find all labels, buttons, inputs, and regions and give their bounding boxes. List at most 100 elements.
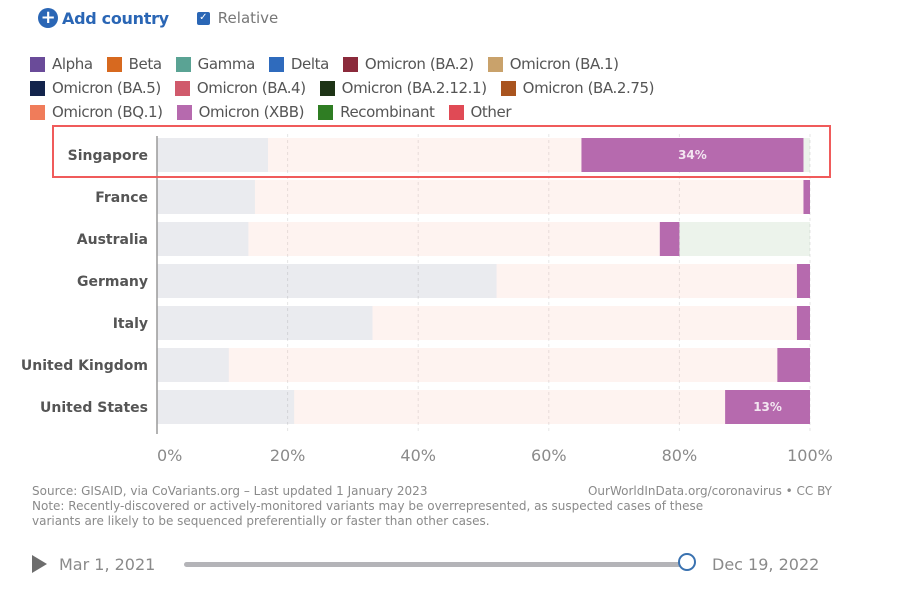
bar-segment-omicron-bq-1[interactable]: [254, 180, 804, 214]
bar-segment-omicron-xbb[interactable]: [725, 390, 810, 424]
bar-segment-omicron-xbb[interactable]: [796, 306, 810, 340]
bar-segment-omicron-bq-1[interactable]: [268, 138, 582, 172]
y-category-label: Singapore: [68, 148, 148, 164]
legend-label: Omicron (BA.1): [509, 55, 619, 73]
legend-swatch: [174, 80, 190, 96]
legend-label: Recombinant: [340, 103, 435, 121]
source-text: Source: GISAID, via CoVariants.org – Las…: [32, 484, 428, 498]
chart-legend: Alpha Beta Gamma Delta Omicron (BA.2) Omicron…: [30, 52, 750, 124]
relative-label: Relative: [217, 9, 279, 27]
play-icon[interactable]: [32, 555, 47, 573]
bar-segment-omicron-xbb[interactable]: [659, 222, 680, 256]
legend-swatch: [175, 56, 191, 72]
legend-item[interactable]: Omicron (BA.2.75): [500, 79, 655, 97]
timeline-track[interactable]: [184, 562, 689, 567]
legend-item[interactable]: Omicron (BA.2): [342, 55, 474, 73]
chart-footer: Source: GISAID, via CoVariants.org – Las…: [32, 484, 832, 529]
bar-segment-omicron-bq-1[interactable]: [294, 390, 726, 424]
legend-swatch: [30, 56, 45, 72]
legend-item[interactable]: Recombinant: [318, 103, 435, 121]
legend-item[interactable]: Alpha: [30, 55, 93, 73]
add-country-label: Add country: [62, 8, 169, 28]
legend-swatch: [268, 56, 284, 72]
legend-item[interactable]: Omicron (BA.2.12.1): [319, 79, 487, 97]
legend-swatch: [106, 56, 122, 72]
bar-segment-omicron-xbb[interactable]: [777, 348, 810, 382]
legend-swatch: [30, 80, 45, 96]
legend-item[interactable]: Beta: [106, 55, 162, 73]
y-category-label: Italy: [113, 316, 148, 332]
legend-label: Omicron (BA.2.12.1): [341, 79, 487, 97]
bar-segment-omicron-xbb[interactable]: [581, 138, 804, 172]
x-tick-label: 60%: [531, 446, 567, 465]
legend-item[interactable]: Omicron (BA.4): [174, 79, 306, 97]
bar-segment-omicron-ba-5[interactable]: [157, 390, 295, 424]
legend-row: Omicron (BA.5) Omicron (BA.4) Omicron (BA.…: [30, 76, 750, 100]
y-category-label: United Kingdom: [21, 358, 148, 374]
legend-label: Omicron (XBB): [198, 103, 305, 121]
y-category-label: United States: [40, 400, 148, 416]
bar-segment-omicron-xbb[interactable]: [803, 180, 810, 214]
bar-segment-omicron-ba-5[interactable]: [157, 222, 249, 256]
checkbox-checked-icon[interactable]: ✓: [196, 11, 210, 25]
x-tick-label: 40%: [400, 446, 436, 465]
bar-segment-omicron-bq-1[interactable]: [228, 348, 778, 382]
legend-label: Beta: [128, 55, 162, 73]
timeline-start-date: Mar 1, 2021: [59, 554, 156, 574]
bar-segment-recombinant[interactable]: [803, 138, 810, 172]
bar-segment-omicron-ba-5[interactable]: [157, 180, 255, 214]
y-category-label: France: [95, 190, 148, 206]
x-tick-label: 80%: [662, 446, 698, 465]
legend-item[interactable]: Gamma: [175, 55, 256, 73]
bar-data-label: 13%: [753, 400, 782, 414]
legend-item[interactable]: Omicron (XBB): [176, 103, 305, 121]
bar-segment-omicron-bq-1[interactable]: [496, 264, 797, 298]
stacked-bar-chart: 0% 20% 40% 60% 80% 100% Singapore France Austral…: [21, 134, 833, 465]
legend-item[interactable]: Delta: [268, 55, 329, 73]
bar-segment-omicron-ba-5[interactable]: [157, 264, 497, 298]
legend-label: Omicron (BA.5): [52, 79, 161, 97]
bar-segment-omicron-bq-1[interactable]: [372, 306, 797, 340]
legend-swatch: [500, 80, 516, 96]
legend-label: Alpha: [52, 55, 93, 73]
add-country-button[interactable]: + Add country: [38, 8, 169, 28]
note-line-2: variants are likely to be sequenced pref…: [32, 514, 490, 528]
legend-item[interactable]: Omicron (BA.1): [487, 55, 619, 73]
legend-item[interactable]: Other: [448, 103, 512, 121]
timeline-handle[interactable]: [678, 553, 696, 571]
bar-segment-omicron-ba-5[interactable]: [157, 138, 269, 172]
legend-swatch: [318, 104, 334, 120]
chart-controls: + Add country ✓ Relative: [38, 6, 278, 30]
relative-toggle[interactable]: ✓ Relative: [196, 9, 279, 27]
legend-item[interactable]: Omicron (BQ.1): [30, 103, 163, 121]
legend-swatch: [176, 104, 192, 120]
y-category-label: Australia: [77, 232, 148, 248]
bar-segment-recombinant[interactable]: [679, 222, 810, 256]
legend-label: Omicron (BQ.1): [52, 103, 163, 121]
bar-segment-omicron-ba-5[interactable]: [157, 306, 373, 340]
bar-segment-omicron-bq-1[interactable]: [248, 222, 660, 256]
legend-label: Omicron (BA.2): [364, 55, 474, 73]
legend-row: Alpha Beta Gamma Delta Omicron (BA.2) Omicron…: [30, 52, 750, 76]
legend-swatch: [342, 56, 358, 72]
legend-swatch: [487, 56, 503, 72]
legend-row: Omicron (BQ.1) Omicron (XBB) Recombinant Ot…: [30, 100, 750, 124]
bar-segment-omicron-xbb[interactable]: [796, 264, 810, 298]
legend-label: Gamma: [197, 55, 256, 73]
plus-circle-icon: +: [38, 8, 58, 28]
legend-label: Other: [470, 103, 512, 121]
bar-segment-omicron-ba-5[interactable]: [157, 348, 229, 382]
bar-data-label: 34%: [678, 148, 707, 162]
timeline-end-date: Dec 19, 2022: [712, 554, 820, 574]
legend-label: Omicron (BA.4): [196, 79, 306, 97]
timeline-slider: Mar 1, 2021 Dec 19, 2022: [32, 550, 832, 578]
y-category-label: Germany: [77, 274, 148, 290]
x-tick-label: 100%: [787, 446, 833, 465]
legend-swatch: [448, 104, 464, 120]
note-line-1: Note: Recently-discovered or actively-mo…: [32, 499, 704, 513]
legend-label: Delta: [290, 55, 329, 73]
attribution-link[interactable]: OurWorldInData.org/coronavirus • CC BY: [587, 484, 832, 498]
legend-label: Omicron (BA.2.75): [522, 79, 655, 97]
legend-item[interactable]: Omicron (BA.5): [30, 79, 161, 97]
legend-swatch: [319, 80, 335, 96]
